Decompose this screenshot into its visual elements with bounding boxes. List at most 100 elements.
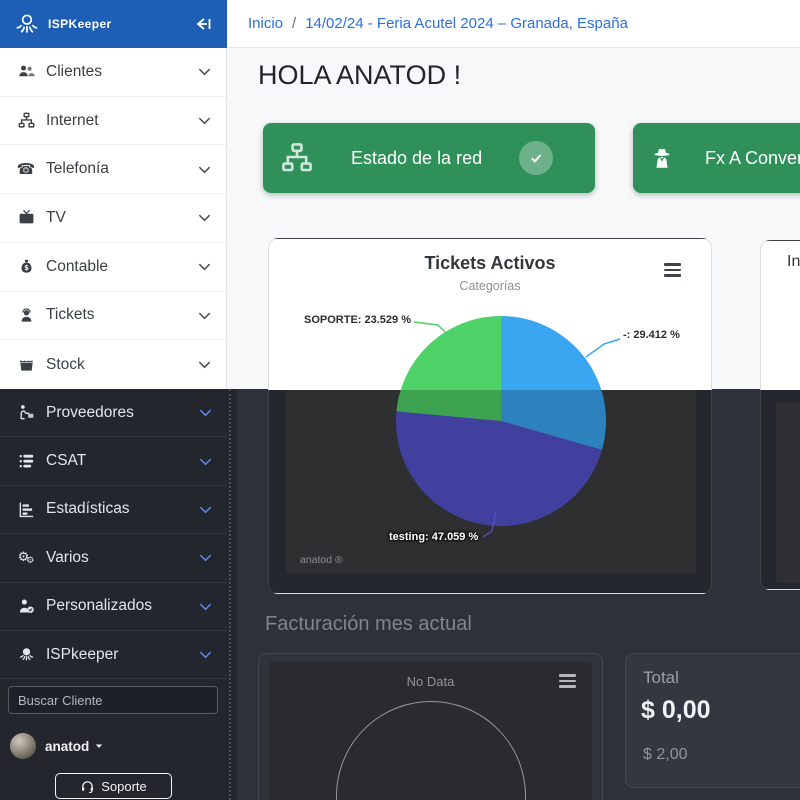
box-icon xyxy=(14,356,38,373)
supplier-icon xyxy=(14,404,38,421)
pie-chart[interactable]: SOPORTE: 23.529 % -: 29.412 % testing: 4… xyxy=(286,301,696,573)
sidebar-header: ISPKeeper xyxy=(0,0,227,48)
chevron-down-icon xyxy=(197,259,212,274)
chevron-down-icon xyxy=(197,308,212,323)
sidebar-item-label: CSAT xyxy=(46,452,87,470)
breadcrumb-current-link[interactable]: 14/02/24 - Feria Acutel 2024 – Granada, … xyxy=(305,15,628,32)
sidebar-item-tickets[interactable]: Tickets xyxy=(0,292,226,341)
sidebar-item-tv[interactable]: TV xyxy=(0,194,226,243)
fx-convert-button[interactable]: Fx A Convert xyxy=(633,123,800,193)
spy-icon xyxy=(649,145,675,171)
avatar xyxy=(10,733,36,759)
pie-leader-lines xyxy=(413,321,621,538)
sidebar-item-label: Tickets xyxy=(46,306,95,324)
right-card-partial: In xyxy=(760,240,800,590)
sidebar-item-personalizados[interactable]: Personalizados xyxy=(0,583,227,631)
app-title: ISPKeeper xyxy=(48,17,112,31)
breadcrumb-separator: / xyxy=(292,15,297,32)
sidebar-collapse-icon[interactable] xyxy=(193,16,213,32)
users-icon xyxy=(14,63,38,80)
tv-icon xyxy=(14,209,38,226)
sidebar-item-label: Proveedores xyxy=(46,403,134,421)
total-amount: $ 0,00 xyxy=(641,696,711,724)
right-card-title: In xyxy=(787,253,800,270)
sidebar-item-label: Contable xyxy=(46,257,109,275)
billing-chart-menu-icon[interactable] xyxy=(559,674,576,688)
breadcrumb: Inicio / 14/02/24 - Feria Acutel 2024 – … xyxy=(227,0,800,48)
user-name: anatod xyxy=(45,738,90,754)
chevron-down-icon xyxy=(198,454,213,469)
slice-label-dash: -: 29.412 % xyxy=(623,329,680,341)
no-data-label: No Data xyxy=(406,674,455,689)
sidebar-item-label: Internet xyxy=(46,111,99,129)
chart-title: Tickets Activos xyxy=(424,253,556,273)
chevron-down-icon xyxy=(198,405,213,420)
empty-pie-outline xyxy=(336,701,526,800)
sidebar-item-contable[interactable]: $ Contable xyxy=(0,243,226,292)
sidebar-item-varios[interactable]: ⚙ ⚙ Varios xyxy=(0,534,227,583)
sidebar-item-proveedores[interactable]: Proveedores xyxy=(0,389,227,438)
total-card: Total $ 0,00 $ 2,00 xyxy=(625,653,800,788)
network-status-label: Estado de la red xyxy=(351,147,483,168)
user-menu[interactable]: anatod xyxy=(10,733,104,759)
sidebar-dark-section: Proveedores CSAT Estadísticas ⚙ ⚙ Varios … xyxy=(0,389,237,800)
chart-watermark: anatod ® xyxy=(300,554,343,566)
network-icon xyxy=(14,112,38,129)
sidebar-item-label: Clientes xyxy=(46,62,102,80)
chevron-down-icon xyxy=(197,64,212,79)
chart-menu-icon[interactable] xyxy=(664,263,681,277)
chart-subtitle: Categorías xyxy=(459,279,521,293)
search-input[interactable] xyxy=(8,686,218,714)
network-status-button[interactable]: Estado de la red xyxy=(263,123,595,193)
sidebar-item-stock[interactable]: Stock xyxy=(0,340,226,389)
billing-section-title: Facturación mes actual xyxy=(265,613,472,635)
ispkeeper-logo-icon xyxy=(14,11,40,37)
chevron-down-icon xyxy=(198,599,213,614)
total-label: Total xyxy=(643,668,679,687)
bar-chart-icon xyxy=(14,501,38,518)
chevron-down-icon xyxy=(197,357,212,372)
slice-label-soporte: SOPORTE: 23.529 % xyxy=(304,314,411,326)
sidebar-item-label: Varios xyxy=(46,548,89,566)
chevron-down-icon xyxy=(197,210,212,225)
money-bag-icon: $ xyxy=(14,258,38,275)
sidebar-item-estadisticas[interactable]: Estadísticas xyxy=(0,486,227,535)
octopus-icon xyxy=(14,646,38,663)
sidebar-item-internet[interactable]: Internet xyxy=(0,97,226,146)
person-check-icon xyxy=(14,598,38,615)
tickets-card: Tickets Activos Categorías SOPORTE: 23.5… xyxy=(268,238,712,594)
slice-label-testing: testing: 47.059 % xyxy=(389,531,479,543)
sidebar-item-label: TV xyxy=(46,208,66,226)
sidebar-item-telefonia[interactable]: ☎ Telefonía xyxy=(0,145,226,195)
sidebar-item-label: Stock xyxy=(46,355,85,373)
billing-chart-area: No Data xyxy=(269,662,592,800)
fx-convert-label: Fx A Convert xyxy=(705,147,800,168)
survey-list-icon xyxy=(14,453,38,470)
sidebar-item-ispkeeper[interactable]: ISPkeeper xyxy=(0,631,227,680)
gears-icon: ⚙ ⚙ xyxy=(17,550,35,566)
page-title: HOLA ANATOD ! xyxy=(258,60,462,90)
svg-text:$: $ xyxy=(24,264,29,272)
sidebar-item-csat[interactable]: CSAT xyxy=(0,437,227,486)
right-card-chart-area xyxy=(776,403,800,583)
status-ok-badge xyxy=(519,141,553,175)
sidebar-item-label: Telefonía xyxy=(46,160,109,178)
network-icon xyxy=(281,142,313,174)
billing-chart-card: No Data xyxy=(258,653,603,800)
support-button[interactable]: Soporte xyxy=(55,773,172,799)
total-secondary-amount: $ 2,00 xyxy=(643,746,688,763)
sidebar-item-label: Personalizados xyxy=(46,597,152,615)
support-agent-icon xyxy=(14,307,38,324)
phone-icon: ☎ xyxy=(16,160,36,179)
headset-icon xyxy=(80,779,95,794)
sidebar-item-label: ISPkeeper xyxy=(46,645,119,663)
support-button-label: Soporte xyxy=(101,778,147,794)
sidebar-item-clientes[interactable]: Clientes xyxy=(0,48,226,97)
chevron-down-icon xyxy=(198,550,213,565)
breadcrumb-home-link[interactable]: Inicio xyxy=(248,15,284,32)
chevron-down-icon xyxy=(198,502,213,517)
caret-down-icon xyxy=(94,741,104,751)
chevron-down-icon xyxy=(198,647,213,662)
chevron-down-icon xyxy=(197,113,212,128)
